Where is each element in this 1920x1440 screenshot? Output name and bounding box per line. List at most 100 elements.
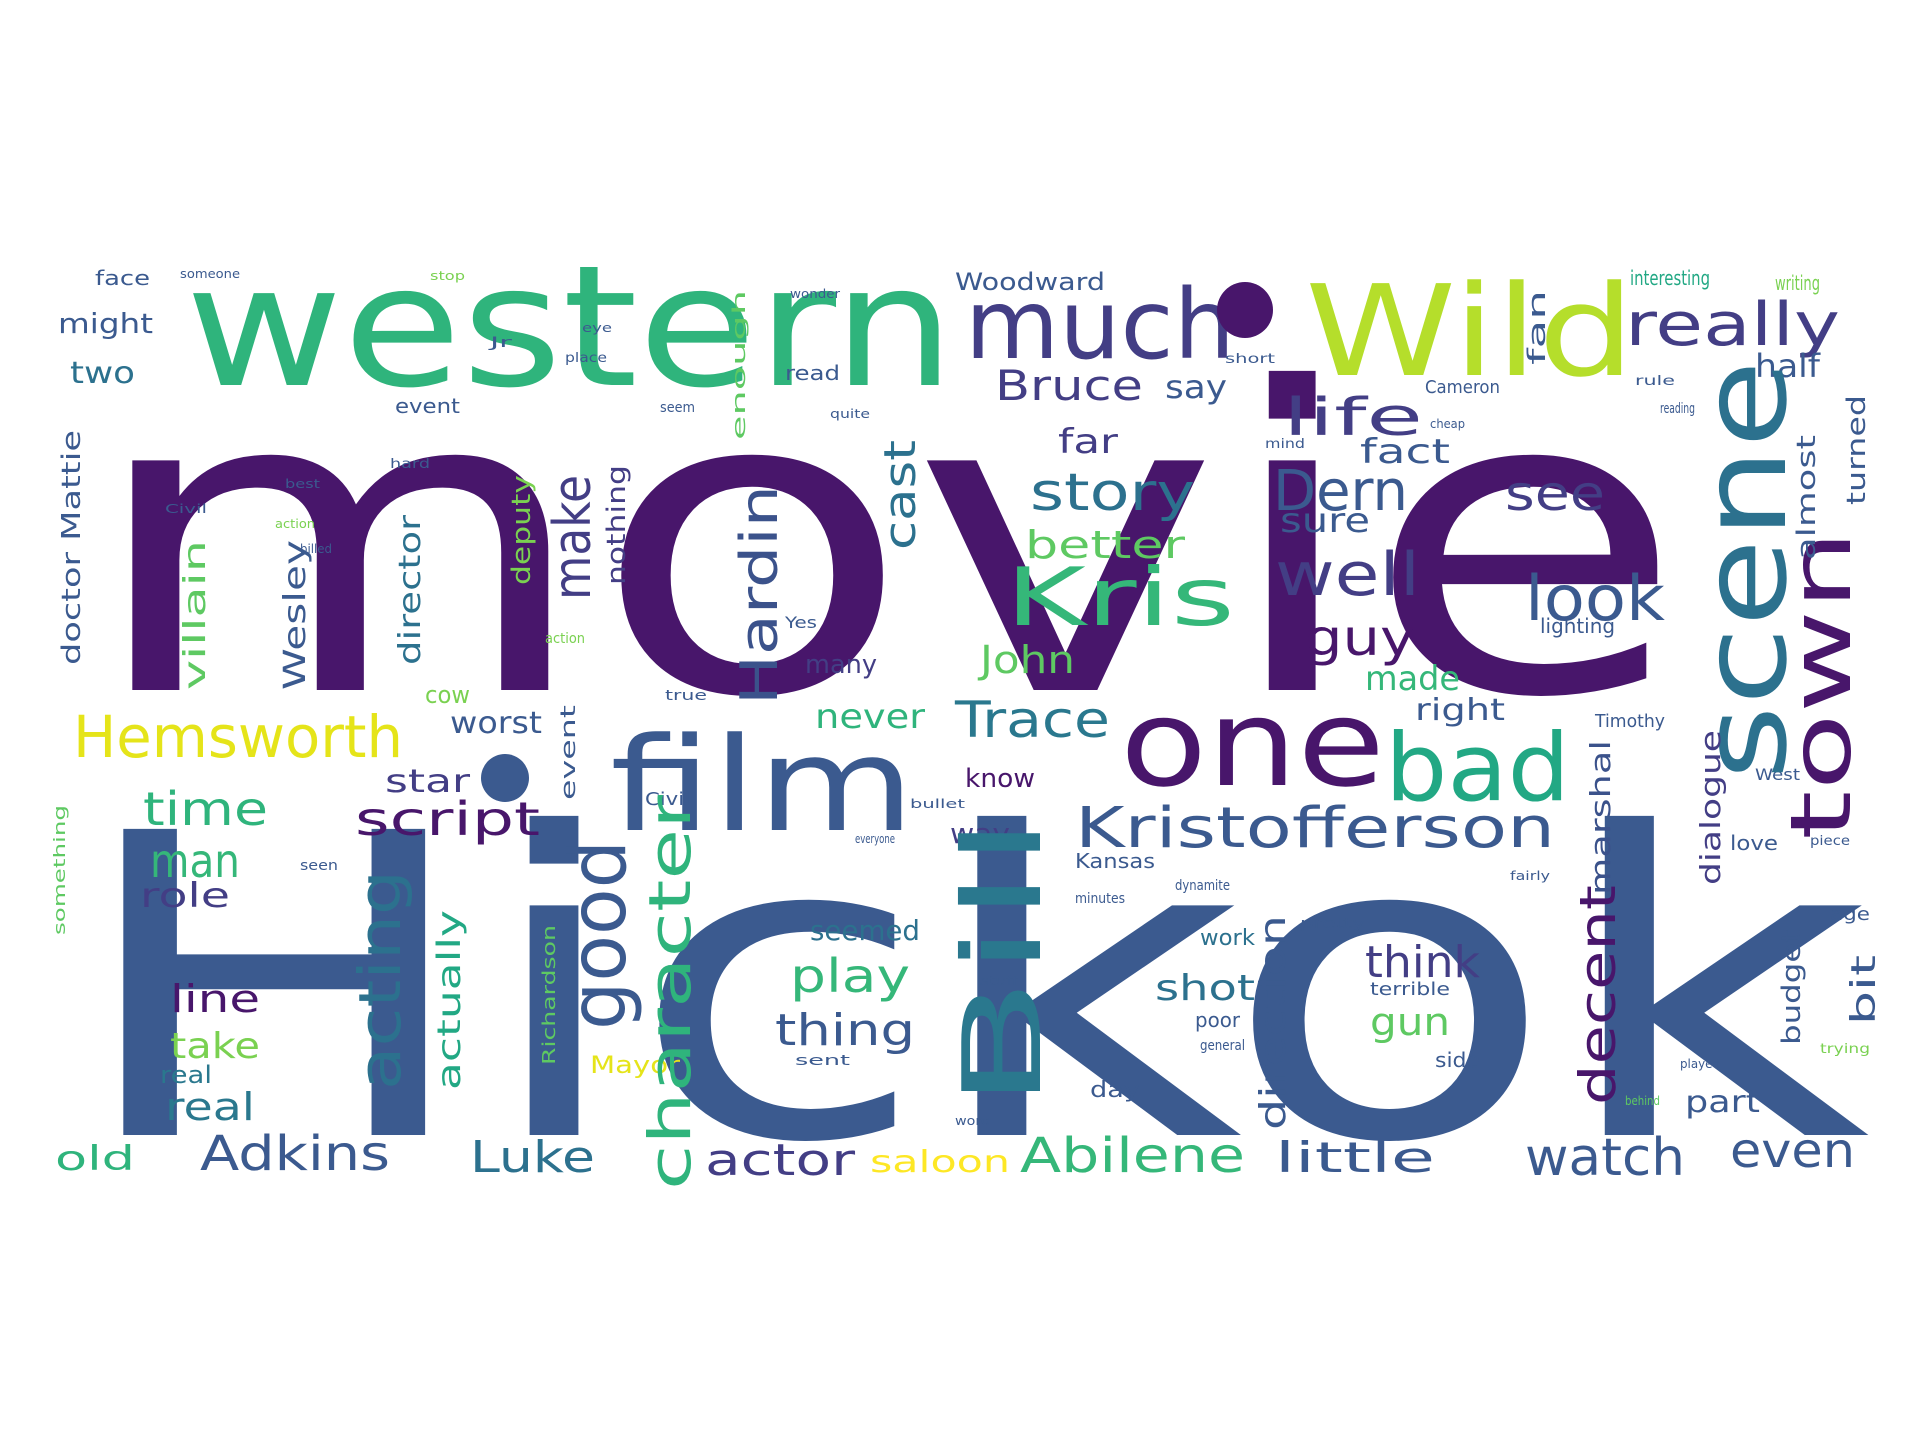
word-saloon: saloon xyxy=(870,1145,1010,1180)
word-cameron: Cameron xyxy=(1425,377,1500,398)
word-nothing: nothing xyxy=(602,465,632,585)
word-see: see xyxy=(1505,466,1605,522)
word-deputy: deputy xyxy=(507,475,537,585)
word-billed: action xyxy=(275,517,315,531)
word-real: real xyxy=(165,1085,255,1129)
word-far: far xyxy=(1058,422,1118,462)
word-dynamite: pretty xyxy=(1300,916,1365,932)
word-shot: shot xyxy=(1155,968,1255,1009)
word-dern: Dern xyxy=(1273,459,1408,524)
word-point: fairly xyxy=(1510,869,1550,883)
word-might: might xyxy=(58,307,153,340)
word-old: old xyxy=(55,1139,135,1179)
dot-movie-i xyxy=(1217,282,1273,338)
word-bullet: true xyxy=(665,688,707,704)
word-bruce: Bruce xyxy=(995,361,1143,410)
word-low: real xyxy=(160,1061,212,1089)
word-cow: cow xyxy=(425,681,470,709)
word-play: play xyxy=(790,949,910,1003)
word-event: event xyxy=(395,394,460,418)
word-something: something xyxy=(50,805,69,935)
word-stop: stop xyxy=(430,269,465,283)
word-day: day xyxy=(1090,1078,1140,1103)
word-good: good xyxy=(554,840,644,1030)
word-hardin: Hardin xyxy=(730,485,790,705)
word-eye: eye xyxy=(582,321,612,335)
word-action: Civil xyxy=(165,502,207,516)
word-marshal: marshal xyxy=(1584,740,1617,895)
word-time: time xyxy=(143,782,268,836)
word-actually: actually xyxy=(430,910,468,1090)
word-kris: Kris xyxy=(1005,551,1235,644)
word-wesley: Wesley xyxy=(278,540,313,690)
word-make: make xyxy=(543,475,603,600)
word-played: trying xyxy=(1820,1042,1870,1057)
word-someone: someone xyxy=(180,267,240,281)
word-even: even xyxy=(1730,1123,1855,1179)
word-cloud-words: movie Hickok western Wild much one film … xyxy=(50,229,1884,1235)
word-thing: thing xyxy=(775,1005,915,1056)
word-dialogue: dialogue xyxy=(1694,730,1727,885)
word-actor: actor xyxy=(705,1135,856,1186)
word-sent: behind xyxy=(1625,1094,1660,1108)
word-say: half xyxy=(1755,347,1821,385)
word-behind: minutes xyxy=(1075,891,1125,907)
word-better: better xyxy=(1025,523,1186,567)
word-worst: worst xyxy=(450,706,542,741)
word-gun: gun xyxy=(1370,1000,1450,1044)
word-short: mind xyxy=(1265,437,1305,452)
word-quite: quite xyxy=(830,407,870,421)
word-well: well xyxy=(1275,540,1420,610)
word-really: really xyxy=(1625,290,1840,360)
word-seen: seen xyxy=(300,858,338,874)
word-director: director xyxy=(393,514,428,665)
word-adkins: Adkins xyxy=(200,1126,390,1182)
word-star: star xyxy=(385,762,471,800)
word-true: Civil xyxy=(645,789,690,810)
word-guy: guy xyxy=(1305,609,1415,667)
word-yes: Yes xyxy=(784,613,817,632)
word-wonder: wonder xyxy=(790,287,840,301)
word-enough: event xyxy=(556,705,580,800)
word-richardson: Richardson xyxy=(539,925,560,1065)
word-bill: Bill xyxy=(941,815,1066,1110)
word-town: town xyxy=(1772,530,1870,840)
word-bad: bad xyxy=(1385,714,1570,823)
word-budget: budget xyxy=(1777,930,1807,1045)
word-abilene: Abilene xyxy=(1020,1128,1245,1184)
word-cheap: hard xyxy=(390,457,430,472)
word-two: two xyxy=(70,356,135,391)
word-best: billed xyxy=(300,542,332,556)
word-civil: action xyxy=(545,631,585,647)
word-sure: sure xyxy=(1280,501,1370,541)
word-lighting: lighting xyxy=(1540,614,1615,638)
word-watch: watch xyxy=(1525,1128,1685,1188)
word-turned: turned xyxy=(1842,395,1872,505)
word-way: way xyxy=(950,817,1010,850)
word-west: West xyxy=(1755,765,1800,784)
word-mind: cheap xyxy=(1430,417,1465,431)
word-bit: bit xyxy=(1844,955,1884,1025)
word-interesting: enough xyxy=(729,290,750,440)
word-scene: scene xyxy=(1675,360,1813,780)
word-kristofferson: Kristofferson xyxy=(1075,796,1555,861)
word-general: sent xyxy=(795,1053,851,1069)
word-place: place xyxy=(565,351,607,366)
word-kansas: Kansas xyxy=(1075,849,1155,873)
dot-hickok-i xyxy=(481,754,529,802)
word-many: many xyxy=(805,650,877,680)
word-side: side xyxy=(1435,1048,1480,1072)
word-cast: cast xyxy=(875,440,926,550)
word-movie: movie xyxy=(85,301,1685,790)
word-decent: decent xyxy=(1569,885,1627,1105)
word-role: role xyxy=(140,876,230,916)
word-rule: reading xyxy=(1660,401,1695,417)
word-minutes: dynamite xyxy=(1175,878,1230,894)
word-look: look xyxy=(1525,562,1665,635)
word-give: word xyxy=(955,1114,990,1128)
word-hard: best xyxy=(285,477,320,491)
word-everyone: bullet xyxy=(910,797,965,811)
word-doctor-mattie: doctor Mattie xyxy=(57,430,87,665)
word-know: know xyxy=(965,764,1035,794)
